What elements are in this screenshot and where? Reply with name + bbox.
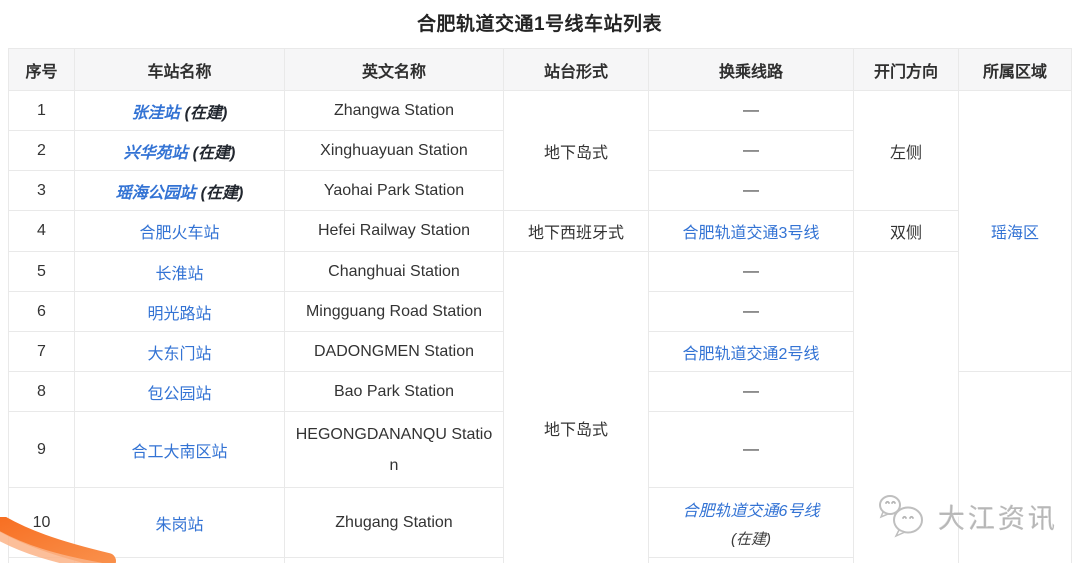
station-name-cell: 瑶海公园站 (在建) [74, 170, 285, 211]
station-row-5: 5 长淮站 Changhuai Station 地下岛式 — [8, 251, 1072, 563]
station-english: HEGONGDANANQU Station [284, 411, 504, 488]
district-cell-merged-1-7: 瑶海区 [958, 90, 1072, 372]
platform-cell-merged-5-plus: 地下岛式 [503, 251, 649, 563]
station-name-cell: 包公园站 [74, 371, 285, 412]
station-row-3: 3 瑶海公园站 (在建) Yaohai Park Station — [8, 170, 1072, 211]
station-index: 3 [8, 170, 75, 211]
station-row-9: 9 合工大南区站 HEGONGDANANQU Station — [8, 411, 1072, 488]
station-english: Zhugang Station [284, 487, 504, 558]
station-index: 9 [8, 411, 75, 488]
station-english: Bao Park Station [284, 371, 504, 412]
station-english: Yaohai Park Station [284, 170, 504, 211]
page-title: 合肥轨道交通1号线车站列表 [416, 14, 663, 35]
station-name-cell: 大东门站 [74, 331, 285, 372]
orange-swoosh-decoration [0, 517, 116, 563]
station-name-link[interactable]: 朱岗站 [155, 516, 204, 534]
header-row: 序号 车站名称 英文名称 站台形式 换乘线路 开门方向 所属区域 [8, 48, 1072, 91]
platform-cell: 地下西班牙式 [503, 210, 649, 252]
transfer-cell: — [648, 170, 854, 211]
station-index: 6 [8, 291, 75, 332]
station-name-cell: 兴华苑站 (在建) [74, 130, 285, 171]
station-name-link[interactable]: 合工大南区站 [131, 443, 228, 461]
transfer-cell: — [648, 90, 854, 131]
district-link[interactable]: 瑶海区 [990, 225, 1039, 242]
transfer-cell: — [648, 291, 854, 332]
station-english: Hefei Railway Station [284, 210, 504, 252]
transfer-cell: — [648, 130, 854, 171]
station-row-1: 1 张洼站 (在建) Zhangwa Station 地下岛式 — 左侧 瑶海区 [8, 90, 1072, 372]
door-cell-merged-1-3: 左侧 [853, 90, 959, 211]
door-cell-merged-5-plus [853, 251, 959, 563]
station-name-cell: 张洼站 (在建) [74, 90, 285, 131]
station-name-link[interactable]: 合肥火车站 [139, 225, 220, 242]
station-name-link[interactable]: 大东门站 [147, 345, 212, 363]
station-index: 5 [8, 251, 75, 292]
station-name-link[interactable]: 长淮站 [155, 265, 204, 283]
under-construction-label: (在建) [200, 184, 244, 202]
transfer-line-link[interactable]: 合肥轨道交通6号线 [682, 502, 820, 520]
station-index: 8 [8, 371, 75, 412]
station-english: Xinghuayuan Station [284, 130, 504, 171]
station-english: Changhuai Station [284, 251, 504, 292]
station-table: 序号 车站名称 英文名称 站台形式 换乘线路 开门方向 所属区域 1 张洼站 (在… [8, 48, 1072, 563]
transfer-cell: 合肥轨道交通2号线 [648, 331, 854, 372]
station-row-stub [8, 557, 1072, 563]
under-construction-label: (在建) [731, 530, 771, 548]
station-row-2: 2 兴华苑站 (在建) Xinghuayuan Station — [8, 130, 1072, 171]
header-station-name: 车站名称 [74, 48, 285, 91]
header-platform-type: 站台形式 [503, 48, 649, 91]
station-name-link[interactable]: 兴华苑站 [123, 144, 188, 162]
transfer-line-link[interactable]: 合肥轨道交通3号线 [682, 225, 820, 242]
header-door-side: 开门方向 [853, 48, 959, 91]
station-row-7: 7 大东门站 DADONGMEN Station 合肥轨道交通2号线 [8, 331, 1072, 372]
header-district: 所属区域 [958, 48, 1072, 91]
station-name-cell: 明光路站 [74, 291, 285, 332]
station-index: 4 [8, 210, 75, 252]
door-cell: 双侧 [853, 210, 959, 252]
station-name-cell: 合工大南区站 [74, 411, 285, 488]
station-index: 2 [8, 130, 75, 171]
station-name-link[interactable]: 明光路站 [147, 305, 212, 323]
transfer-line-link[interactable]: 合肥轨道交通2号线 [682, 345, 820, 363]
transfer-cell: — [648, 411, 854, 488]
station-name-cell: 朱岗站 [74, 487, 285, 558]
transfer-cell: — [648, 371, 854, 412]
station-english: Zhangwa Station [284, 90, 504, 131]
header-index: 序号 [8, 48, 75, 91]
station-name-cell: 合肥火车站 [74, 210, 285, 252]
station-english [284, 557, 504, 563]
station-index: 1 [8, 90, 75, 131]
station-name-link[interactable]: 张洼站 [131, 104, 180, 122]
station-name-link[interactable]: 瑶海公园站 [115, 184, 196, 202]
header-transfer-lines: 换乘线路 [648, 48, 854, 91]
transfer-cell [648, 557, 854, 563]
platform-cell-merged-1-3: 地下岛式 [503, 90, 649, 211]
transfer-cell: — [648, 251, 854, 292]
station-row-4: 4 合肥火车站 Hefei Railway Station 地下西班牙式 合肥轨… [8, 210, 1072, 252]
transfer-cell: 合肥轨道交通6号线 (在建) [648, 487, 854, 558]
station-row-8: 8 包公园站 Bao Park Station — [8, 371, 1072, 563]
station-name-cell: 长淮站 [74, 251, 285, 292]
header-english-name: 英文名称 [284, 48, 504, 91]
station-name-link[interactable]: 包公园站 [147, 385, 212, 403]
district-cell-merged-8-plus [958, 371, 1072, 563]
station-index: 7 [8, 331, 75, 372]
under-construction-label: (在建) [184, 104, 228, 122]
under-construction-label: (在建) [192, 144, 236, 162]
station-english: Mingguang Road Station [284, 291, 504, 332]
station-english: DADONGMEN Station [284, 331, 504, 372]
transfer-cell: 合肥轨道交通3号线 [648, 210, 854, 252]
